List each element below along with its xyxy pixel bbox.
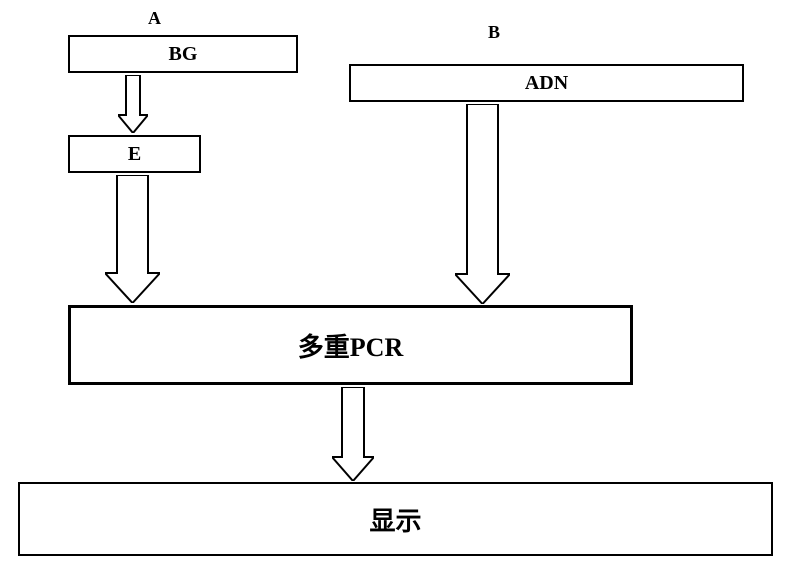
box-pcr: 多重PCR (68, 305, 633, 385)
box-display: 显示 (18, 482, 773, 556)
arrow-bg-to-e (118, 75, 148, 133)
label-b: B (488, 22, 500, 43)
arrow-adn-to-pcr (455, 104, 510, 304)
box-e: E (68, 135, 201, 173)
box-pcr-label: 多重PCR (298, 327, 403, 364)
arrow-pcr-to-display (332, 387, 374, 481)
box-display-label: 显示 (369, 501, 421, 538)
box-e-label: E (128, 143, 141, 166)
box-bg: BG (68, 35, 298, 73)
box-bg-label: BG (169, 43, 198, 66)
arrow-e-to-pcr (105, 175, 160, 303)
box-adn-label: ADN (525, 72, 568, 95)
label-a: A (148, 8, 161, 29)
box-adn: ADN (349, 64, 744, 102)
